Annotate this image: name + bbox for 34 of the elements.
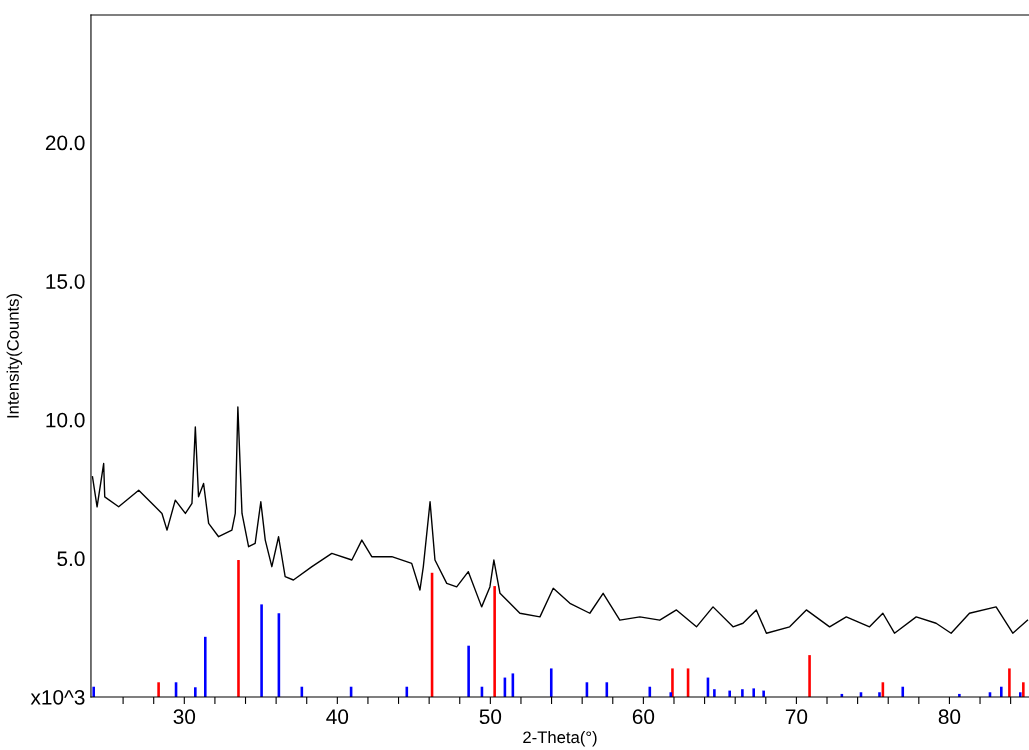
bar — [901, 686, 905, 697]
bar — [549, 668, 553, 697]
x-tick-label: 50 — [479, 709, 502, 725]
bar — [741, 689, 744, 697]
y-tick-label: 20.0 — [45, 135, 85, 151]
bar — [671, 668, 674, 697]
bar — [1018, 692, 1022, 697]
y-tick-label: 5.0 — [57, 551, 85, 567]
bar — [92, 686, 96, 697]
bar — [1000, 686, 1003, 697]
x-tick-label: 80 — [938, 709, 961, 725]
bar — [878, 692, 881, 697]
bar — [194, 687, 197, 697]
y-tick-label: 15.0 — [46, 274, 85, 289]
bar — [203, 636, 207, 697]
bar — [669, 692, 673, 697]
y-tick-label: x10^3 — [30, 689, 85, 705]
bar — [260, 604, 263, 697]
x-tick-label: 60 — [632, 709, 655, 725]
bar — [713, 689, 716, 697]
y-axis-title: Intensity(Counts) — [6, 294, 23, 418]
bar — [467, 645, 470, 697]
y-tick-label: 10.0 — [46, 412, 85, 428]
x-tick-label: 30 — [173, 709, 196, 725]
bar — [157, 682, 160, 697]
bar — [1022, 682, 1025, 697]
bar — [1008, 668, 1011, 697]
x-axis-title: 2-Theta(°) — [523, 730, 597, 747]
x-tick-label: 40 — [326, 709, 349, 725]
bar — [808, 655, 811, 697]
bar — [237, 560, 240, 697]
x-tick-label: 70 — [785, 709, 808, 725]
bar — [493, 586, 496, 697]
bar — [752, 688, 756, 697]
